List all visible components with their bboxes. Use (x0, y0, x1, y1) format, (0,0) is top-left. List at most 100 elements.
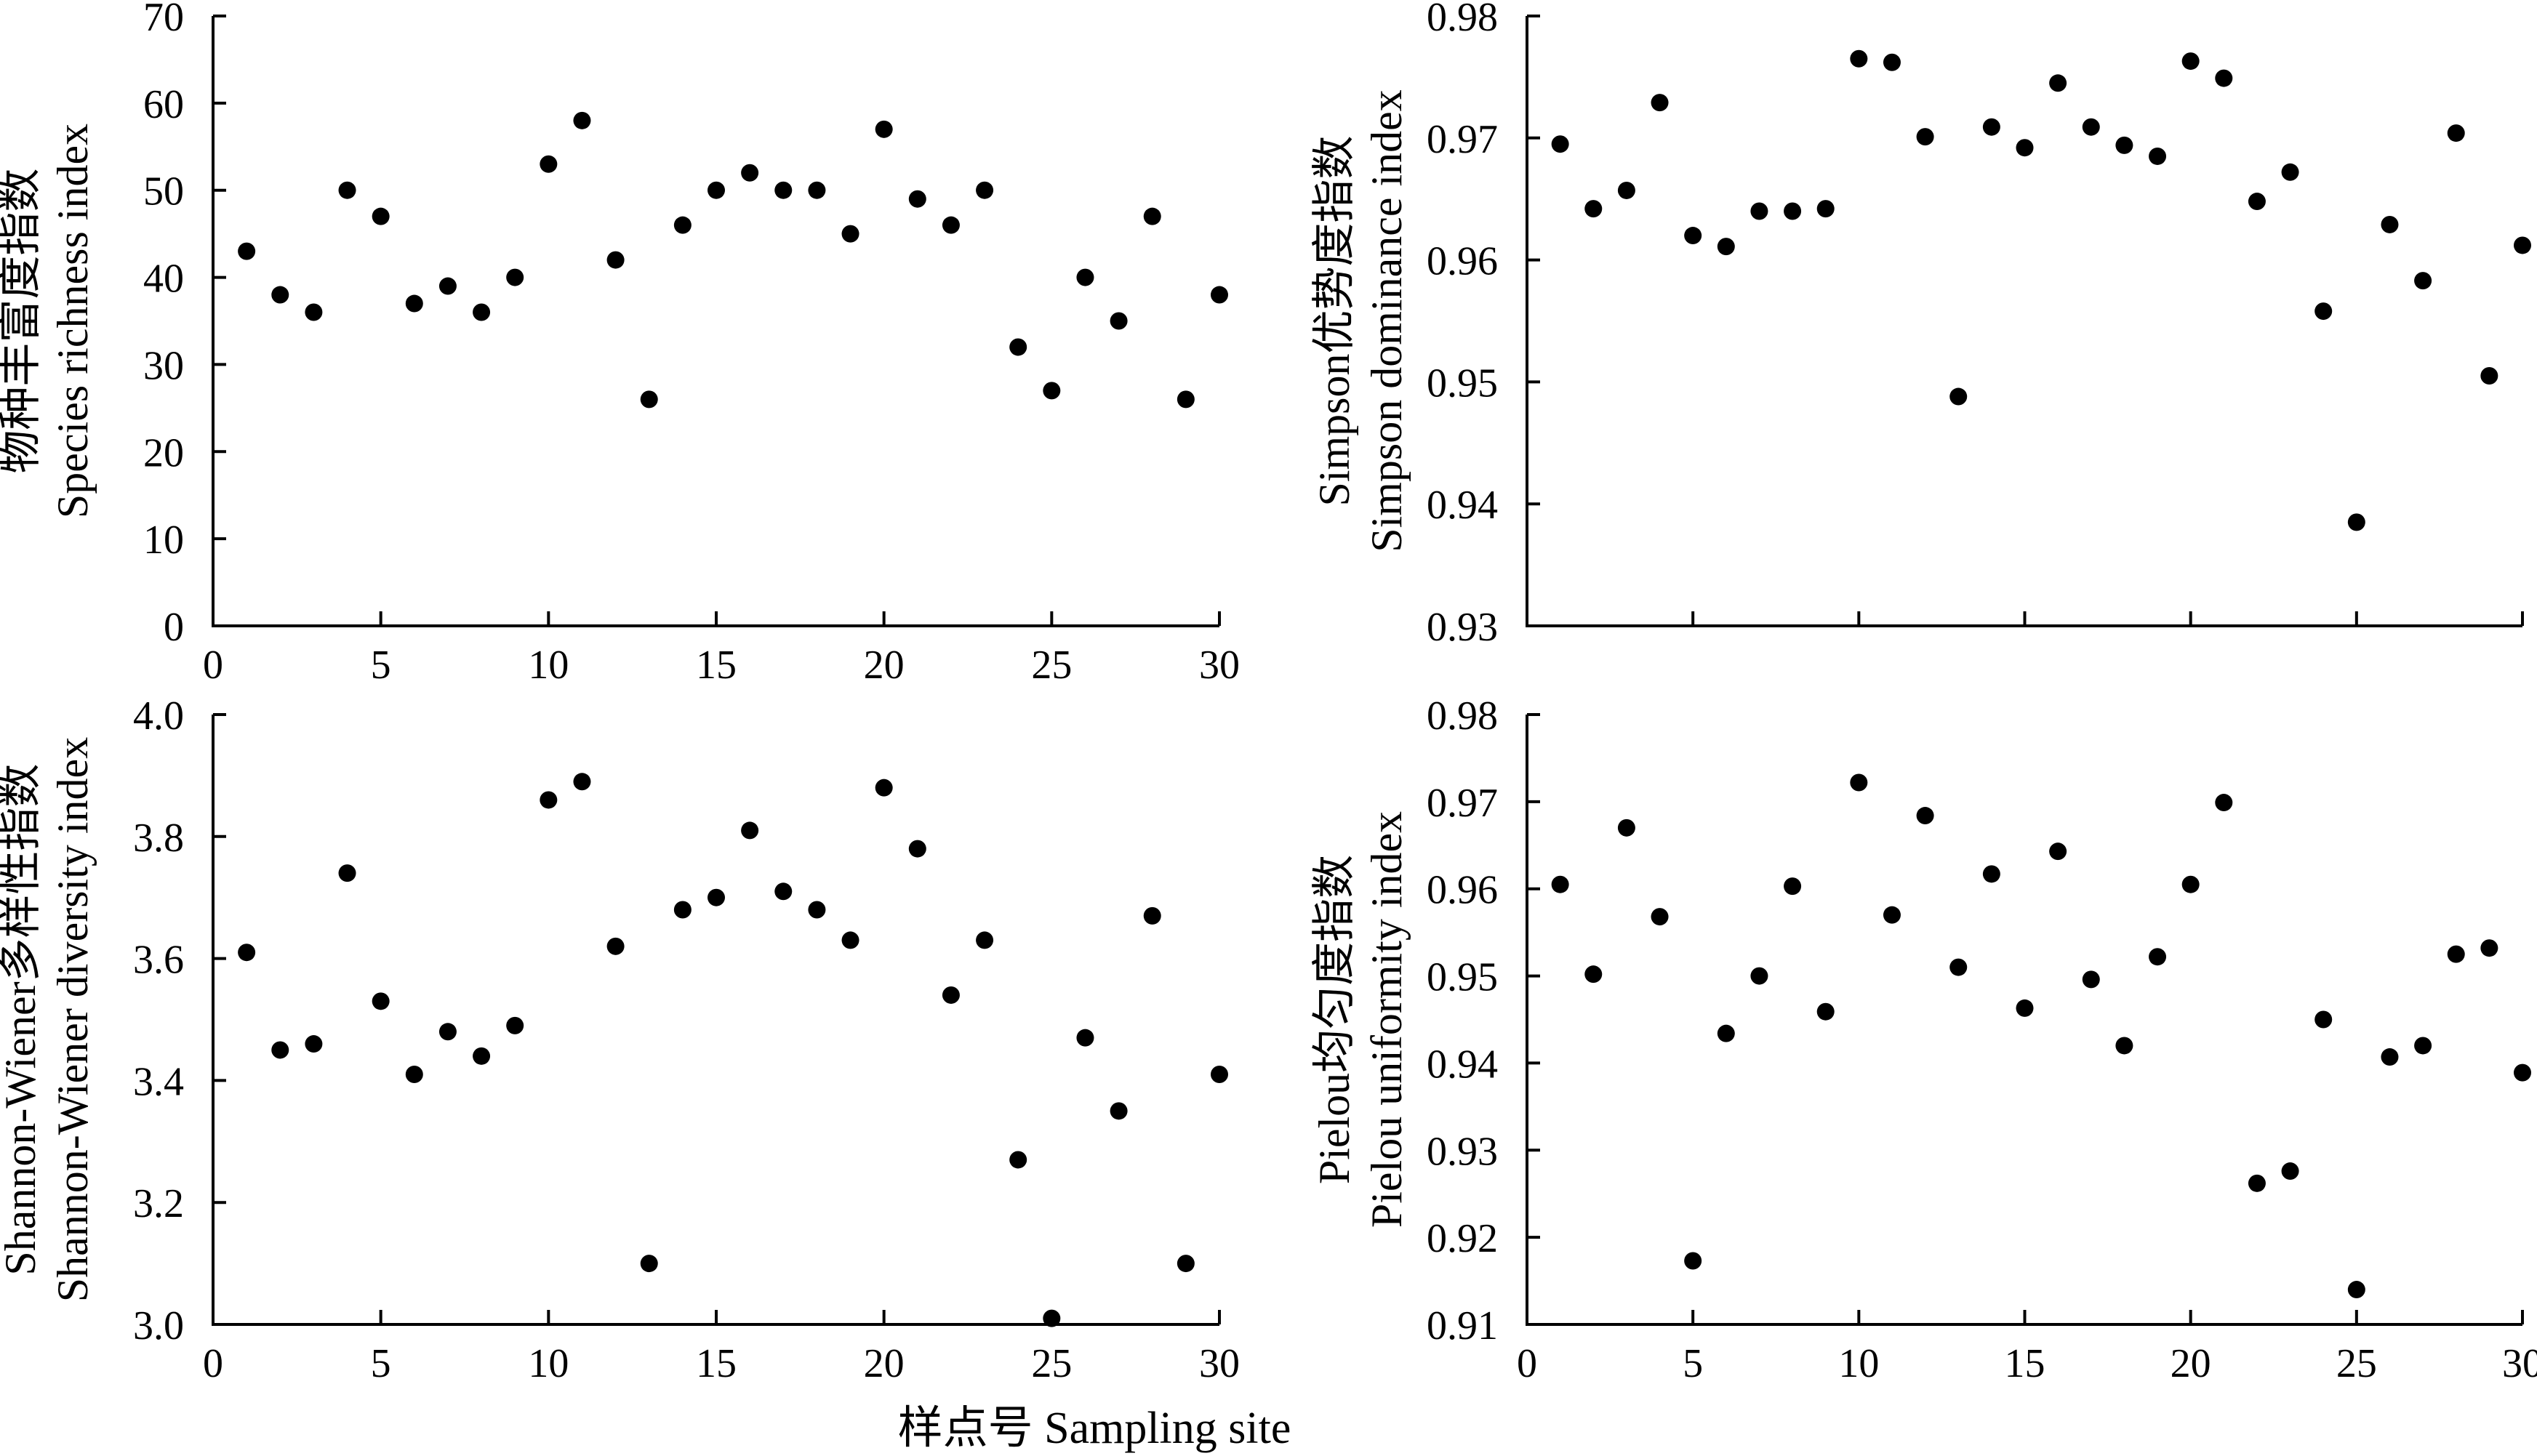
richness-data-point (540, 155, 558, 173)
richness-data-point (271, 286, 289, 304)
shannon-y-tick-label: 3.4 (133, 1059, 184, 1104)
shannon-y-tick-label: 3.0 (133, 1303, 184, 1348)
shannon-data-point (405, 1066, 423, 1084)
richness-data-point (438, 277, 457, 295)
richness-y-axis-title: 物种丰富度指数 Species richness index (0, 124, 97, 518)
simpson-y-axis-title: Simpson优势度指数 Simpson dominance index (1310, 89, 1411, 552)
shannon-data-point (640, 1255, 658, 1273)
simpson-data-point (2049, 74, 2067, 92)
richness-data-point (506, 268, 524, 286)
richness-panel: 0 10 20 30 40 50 60 70 0 5 10 15 20 25 30 物种丰富度指数 Specie… (0, 0, 1240, 688)
pielou-data-point (1850, 773, 1868, 792)
richness-y-tick-label: 30 (143, 343, 184, 388)
simpson-data-point (2447, 124, 2465, 142)
richness-x-tick-label: 30 (1199, 643, 1240, 688)
shannon-data-point (271, 1041, 289, 1059)
shannon-data-point (976, 931, 994, 949)
pielou-data-point (1551, 875, 1569, 893)
richness-data-point (1043, 382, 1061, 400)
shannon-x-tick-label: 15 (696, 1341, 737, 1386)
shannon-data-point (841, 931, 859, 949)
richness-data-point (708, 181, 725, 199)
pielou-data-point (1816, 1002, 1835, 1021)
simpson-data-point (1584, 200, 1603, 218)
shannon-y-tick-label: 4.0 (133, 693, 184, 739)
richness-y-tick-label: 40 (143, 257, 184, 302)
shannon-x-tick-label: 25 (1031, 1341, 1072, 1386)
richness-data-point (673, 216, 692, 234)
pielou-data-point (2314, 1010, 2333, 1029)
simpson-data-point (1916, 128, 1934, 146)
pielou-x-tick-label: 25 (2336, 1341, 2377, 1386)
richness-data-point (1076, 268, 1094, 286)
richness-data-point (942, 216, 960, 234)
richness-x-tick-label: 5 (371, 643, 391, 688)
richness-y-tick-label: 10 (143, 518, 184, 563)
shannon-x-tick-label: 0 (203, 1341, 223, 1386)
pielou-data-point (2082, 970, 2100, 989)
pielou-data-point (1784, 877, 1802, 896)
richness-x-tick-label: 10 (528, 643, 569, 688)
pielou-data-point (2049, 842, 2067, 861)
simpson-data-point (1883, 53, 1901, 71)
pielou-x-tick-label: 0 (1517, 1341, 1537, 1386)
shannon-data-point (506, 1016, 524, 1034)
pielou-y-axis-title: Pielou均匀度指数 Pielou uniformity index (1310, 811, 1411, 1228)
richness-data-point (741, 164, 759, 182)
shannon-data-point (942, 986, 960, 1004)
pielou-data-point (1684, 1252, 1702, 1270)
shannon-data-point (1143, 906, 1161, 925)
pielou-data-point (2149, 948, 2167, 966)
shannon-y-tick-label: 3.2 (133, 1181, 184, 1226)
pielou-data-point (2248, 1174, 2266, 1192)
pielou-data-point (2447, 945, 2465, 963)
pielou-data-point (1651, 908, 1669, 926)
richness-data-point (1177, 390, 1195, 409)
pielou-x-tick-label: 20 (2171, 1341, 2211, 1386)
pielou-x-tick-label: 15 (2005, 1341, 2045, 1386)
simpson-data-point (1750, 202, 1768, 220)
shannon-x-tick-label: 30 (1199, 1341, 1240, 1386)
pielou-y-tick-label: 0.97 (1427, 781, 1498, 826)
shannon-y-tick-label: 3.6 (133, 938, 184, 983)
simpson-data-point (1784, 202, 1802, 220)
shannon-data-point (238, 944, 256, 962)
pielou-y-tick-label: 0.93 (1427, 1129, 1498, 1174)
simpson-data-point (1551, 135, 1569, 153)
pielou-y-axis-title-en: Pielou uniformity index (1363, 811, 1411, 1228)
simpson-data-point (1651, 94, 1669, 112)
shannon-data-point (1076, 1029, 1094, 1047)
simpson-panel: 0.93 0.94 0.95 0.96 0.97 0.98 Simpson优势度指数 Simp… (1310, 0, 2531, 650)
shannon-data-point (1043, 1309, 1061, 1327)
richness-y-tick-label: 0 (164, 605, 184, 650)
shannon-data-point (741, 821, 759, 840)
simpson-data-point (2381, 215, 2399, 233)
richness-x-tick-label: 20 (864, 643, 905, 688)
richness-data-point (405, 294, 423, 313)
pielou-data-point (2347, 1281, 2365, 1299)
pielou-data-point (2181, 875, 2200, 893)
richness-data-point (573, 111, 591, 129)
simpson-data-point (2248, 193, 2266, 211)
pielou-y-tick-label: 0.92 (1427, 1216, 1498, 1261)
shannon-y-axis-title-cn: Shannon-Wiener多样性指数 (0, 763, 44, 1275)
pielou-y-tick-label: 0.95 (1427, 955, 1498, 1000)
simpson-y-tick-label: 0.98 (1427, 0, 1498, 40)
richness-y-tick-label: 70 (143, 0, 184, 40)
richness-data-point (473, 303, 491, 321)
richness-data-point (908, 190, 926, 208)
simpson-y-tick-label: 0.93 (1427, 605, 1498, 650)
shannon-y-axis-title-en: Shannon-Wiener diversity index (49, 737, 97, 1302)
pielou-data-point (1617, 819, 1635, 837)
simpson-data-point (1816, 200, 1835, 218)
shannon-y-axis-title: Shannon-Wiener多样性指数 Shannon-Wiener divers… (0, 737, 97, 1302)
richness-data-point (774, 181, 793, 199)
pielou-data-point (1883, 906, 1901, 924)
pielou-y-tick-label: 0.96 (1427, 868, 1498, 913)
simpson-data-point (2514, 236, 2531, 254)
richness-data-point (305, 303, 323, 321)
pielou-data-point (2414, 1037, 2432, 1055)
pielou-data-point (1750, 967, 1768, 985)
